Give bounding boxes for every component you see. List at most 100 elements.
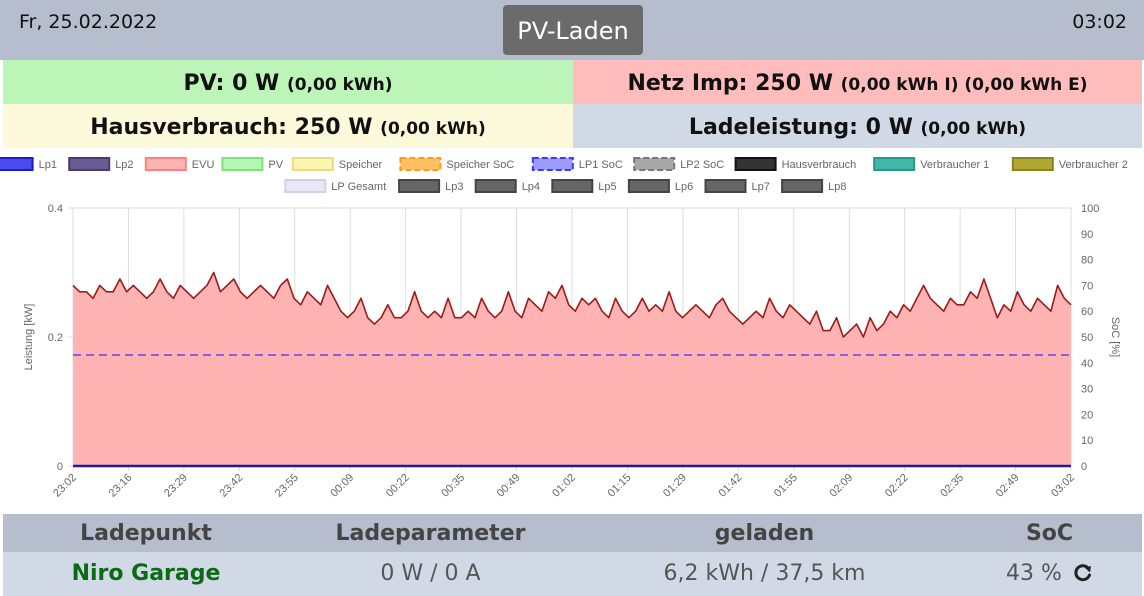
- power-chart[interactable]: Lp1 Lp2 EVU PV Speicher Speicher SoC LP1 SoC LP…: [0, 150, 1144, 510]
- legend-label: Hausverbrauch: [782, 159, 857, 171]
- header-soc: SoC: [1025, 521, 1074, 546]
- legend-label: Lp7: [752, 181, 770, 193]
- legend-swatch: [284, 179, 327, 193]
- legend-label: Verbraucher 2: [1059, 159, 1128, 171]
- y2-tick-label: 90: [1081, 229, 1093, 241]
- charging-status: Ladeleistung: 0 W (0,00 kWh): [573, 104, 1142, 148]
- charge-point-table: Ladepunkt Ladeparameter geladen SoC Niro…: [3, 514, 1142, 596]
- y2-tick-label: 20: [1081, 409, 1093, 421]
- charge-mode-button[interactable]: PV-Laden: [503, 5, 643, 55]
- x-tick-label: 03:02: [1049, 472, 1077, 500]
- header-date: Fr, 25.02.2022: [19, 11, 158, 33]
- legend-swatch: [873, 157, 916, 171]
- house-status: Hausverbrauch: 250 W (0,00 kWh): [3, 104, 573, 148]
- legend-item-lp2: Lp2: [68, 157, 134, 171]
- y2-tick-label: 60: [1081, 306, 1093, 318]
- legend-label: Verbraucher 1: [920, 159, 989, 171]
- legend-swatch: [474, 179, 517, 193]
- header-ladeparameter: Ladeparameter: [335, 521, 526, 546]
- x-tick-label: 00:09: [328, 472, 356, 500]
- x-tick-label: 23:42: [218, 472, 246, 500]
- legend-item-lp6: Lp6: [627, 179, 693, 193]
- power-chart-svg: Lp1 Lp2 EVU PV Speicher Speicher SoC LP1 SoC LP…: [0, 157, 1128, 500]
- legend-swatch: [291, 157, 334, 171]
- refresh-icon[interactable]: [1073, 562, 1093, 582]
- header-time: 03:02: [1072, 11, 1127, 33]
- x-tick-label: 02:09: [827, 472, 855, 500]
- y2-tick-label: 50: [1081, 332, 1093, 344]
- x-tick-label: 01:02: [550, 472, 578, 500]
- legend-item-lp3: Lp3: [398, 179, 463, 193]
- soc-value: 43 %: [1006, 561, 1062, 586]
- legend-swatch: [531, 157, 574, 171]
- legend-swatch: [551, 179, 594, 193]
- x-tick-label: 01:55: [772, 472, 800, 500]
- x-tick-label: 23:02: [51, 472, 79, 500]
- header-bar: Fr, 25.02.2022 PV-Laden 03:02: [0, 0, 1144, 60]
- table-row: Niro Garage 0 W / 0 A 6,2 kWh / 37,5 km …: [3, 552, 1142, 596]
- y2-tick-label: 40: [1081, 358, 1093, 370]
- y2-tick-label: 100: [1081, 203, 1099, 215]
- legend-label: LP2 SoC: [680, 159, 724, 171]
- evu-area: [73, 272, 1071, 466]
- y2-tick-label: 30: [1081, 384, 1093, 396]
- y2-tick-label: 70: [1081, 280, 1093, 292]
- grid-power: Netz Imp: 250 W: [627, 71, 833, 96]
- legend-swatch: [734, 157, 777, 171]
- header-ladepunkt: Ladepunkt: [80, 521, 212, 546]
- legend-item-verbraucher-2: Verbraucher 2: [1011, 157, 1128, 171]
- x-tick-label: 02:35: [938, 472, 966, 500]
- legend-swatch: [1011, 157, 1054, 171]
- x-tick-label: 00:49: [495, 472, 523, 500]
- legend-label: LP Gesamt: [331, 181, 386, 193]
- legend-item-verbraucher-1: Verbraucher 1: [873, 157, 989, 171]
- legend-item-lp-gesamt: LP Gesamt: [284, 179, 386, 193]
- house-energy: (0,00 kWh): [380, 119, 486, 139]
- legend-item-lp7: Lp7: [704, 179, 770, 193]
- charging-energy: (0,00 kWh): [920, 119, 1027, 139]
- legend-label: Lp1: [39, 159, 57, 171]
- x-tick-label: 00:35: [439, 472, 467, 500]
- legend-swatch: [221, 157, 264, 171]
- legend-label: Lp4: [522, 181, 540, 193]
- legend-swatch: [68, 157, 111, 171]
- y2-axis-label: SoC [%]: [1109, 317, 1121, 357]
- house-power: Hausverbrauch: 250 W: [90, 115, 373, 140]
- x-tick-label: 23:29: [162, 472, 190, 500]
- y-tick-label: 0: [57, 461, 63, 473]
- legend-label: Lp2: [115, 159, 133, 171]
- legend-label: Lp6: [675, 181, 693, 193]
- pv-status: PV: 0 W (0,00 kWh): [3, 60, 573, 104]
- legend-item-evu: EVU: [144, 157, 214, 171]
- legend-label: Lp3: [445, 181, 463, 193]
- x-tick-label: 23:55: [273, 472, 301, 500]
- legend-label: Speicher: [339, 159, 383, 171]
- legend-item-lp8: Lp8: [781, 179, 846, 193]
- legend-swatch: [781, 179, 824, 193]
- evu-line: [72, 271, 1072, 338]
- chart-series: [72, 271, 1072, 468]
- legend-label: Lp5: [598, 181, 616, 193]
- pv-power: PV: 0 W: [183, 71, 280, 96]
- legend-label: Speicher SoC: [446, 159, 514, 171]
- legend-item-pv: PV: [221, 157, 284, 171]
- legend-label: Lp8: [828, 181, 846, 193]
- x-tick-label: 01:15: [606, 472, 634, 500]
- pv-energy: (0,00 kWh): [286, 75, 393, 95]
- legend-swatch: [0, 157, 34, 171]
- table-header: Ladepunkt Ladeparameter geladen SoC: [3, 514, 1142, 552]
- legend-swatch: [144, 157, 187, 171]
- chart-legend: Lp1 Lp2 EVU PV Speicher Speicher SoC LP1 SoC LP…: [0, 157, 1128, 193]
- header-geladen: geladen: [714, 521, 815, 546]
- charge-point-name[interactable]: Niro Garage: [71, 561, 221, 586]
- y-tick-label: 0.4: [48, 203, 63, 215]
- legend-swatch: [627, 179, 670, 193]
- grid-status: Netz Imp: 250 W (0,00 kWh I) (0,00 kWh E…: [573, 60, 1142, 104]
- soc-cell: 43 %: [957, 552, 1142, 596]
- legend-swatch: [398, 179, 441, 193]
- y-tick-label: 0.2: [48, 332, 63, 344]
- x-tick-label: 23:16: [107, 472, 135, 500]
- legend-swatch: [399, 157, 442, 171]
- x-tick-label: 00:22: [384, 472, 412, 500]
- legend-item-lp2-soc: LP2 SoC: [633, 157, 724, 171]
